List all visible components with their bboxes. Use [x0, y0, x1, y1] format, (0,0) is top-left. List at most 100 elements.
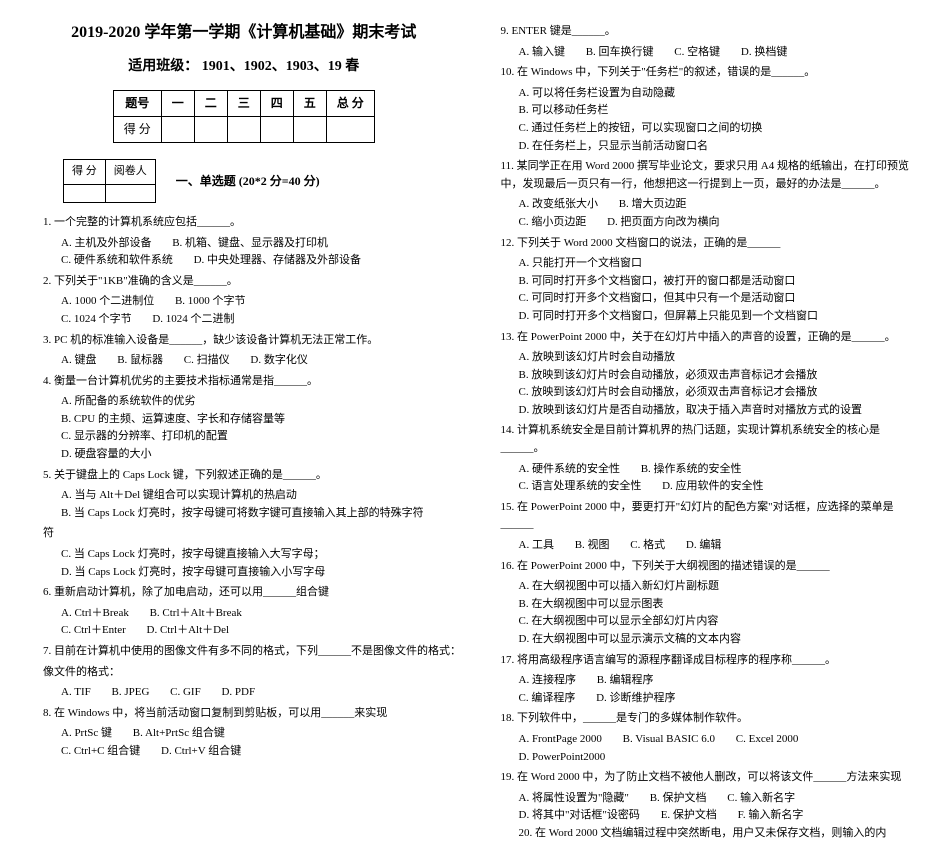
exam-subtitle: 适用班级： 1901、1902、1903、19 春 [23, 56, 465, 78]
opt: D. 中央处理器、存储器及外部设备 [194, 252, 361, 270]
opt: D. 可同时打开多个文档窗口，但屏幕上只能见到一个文档窗口 [519, 308, 923, 326]
opt: A. 可以将任务栏设置为自动隐藏 [519, 85, 923, 103]
td [194, 117, 227, 143]
opt: D. 将其中"对话框"设密码 [519, 807, 640, 825]
opt: D. Ctrl＋Alt＋Del [147, 622, 230, 640]
question-4: 4. 衡量一台计算机优劣的主要技术指标通常是指______。 [43, 373, 465, 391]
td: 阅卷人 [105, 160, 155, 185]
opt: D. 换档键 [741, 44, 787, 62]
question-20: 20. 在 Word 2000 文档编辑过程中突然断电，用户又未保存文档，则输入… [519, 825, 923, 843]
opt: C. Ctrl＋Enter [61, 622, 126, 640]
opt: B. 当 Caps Lock 灯亮时，按字母键可将数字键可直接输入其上部的特殊字… [61, 505, 465, 523]
options: A. 键盘 B. 鼠标器 C. 扫描仪 D. 数字化仪 [61, 352, 465, 370]
opt: C. 缩小页边距 [519, 214, 587, 232]
question-9: 9. ENTER 键是______。 [501, 23, 923, 41]
opt: D. PowerPoint2000 [519, 749, 606, 767]
opt: D. 把页面方向改为横向 [607, 214, 719, 232]
options: C. 硬件系统和软件系统 D. 中央处理器、存储器及外部设备 [61, 252, 465, 270]
opt: A. 主机及外部设备 [61, 235, 151, 253]
question-13: 13. 在 PowerPoint 2000 中，关于在幻灯片中插入的声音的设置，… [501, 329, 923, 347]
opt: B. 可同时打开多个文档窗口，被打开的窗口都是活动窗口 [519, 273, 923, 291]
td [293, 117, 326, 143]
opt: A. 工具 [519, 537, 554, 555]
opt: B. 放映到该幻灯片时会自动播放，必须双击声音标记才会播放 [519, 367, 923, 385]
opt: B. 鼠标器 [117, 352, 163, 370]
options: A. PrtSc 键 B. Alt+PrtSc 组合键 [61, 725, 465, 743]
q7-cont: 像文件的格式： [43, 664, 465, 682]
table-row: 题号 一 二 三 四 五 总 分 [113, 90, 374, 116]
opt: E. 保护文档 [661, 807, 717, 825]
opt: C. GIF [170, 684, 201, 702]
opt: A. 输入键 [519, 44, 565, 62]
th: 四 [260, 90, 293, 116]
opt: D. 放映到该幻灯片是否自动播放，取决于插入声音时对播放方式的设置 [519, 402, 923, 420]
opt: A. 将属性设置为"隐藏" [519, 790, 629, 808]
opt: C. 扫描仪 [184, 352, 230, 370]
opt: B. Visual BASIC 6.0 [623, 731, 715, 749]
question-7: 7. 目前在计算机中使用的图像文件有多不同的格式，下列______不是图像文件的… [43, 643, 465, 661]
right-column: 9. ENTER 键是______。 A. 输入键 B. 回车换行键 C. 空格… [473, 20, 931, 635]
td [326, 117, 374, 143]
th: 题号 [113, 90, 161, 116]
options: A. 1000 个二进制位 B. 1000 个字节 [61, 293, 465, 311]
opt: C. 空格键 [674, 44, 720, 62]
opt: B. 1000 个字节 [175, 293, 246, 311]
th: 二 [194, 90, 227, 116]
opt: A. 放映到该幻灯片时会自动播放 [519, 349, 923, 367]
score-table: 题号 一 二 三 四 五 总 分 得 分 [113, 90, 375, 143]
question-6: 6. 重新启动计算机，除了加电启动，还可以用______组合键 [43, 584, 465, 602]
section-header: 一、单选题 (20*2 分=40 分) [176, 172, 320, 191]
options: A. TIF B. JPEG C. GIF D. PDF [61, 684, 465, 702]
opt: A. 改变纸张大小 [519, 196, 598, 214]
opt: D. 当 Caps Lock 灯亮时，按字母键可直接输入小写字母 [61, 564, 465, 582]
opt: C. 可同时打开多个文档窗口，但其中只有一个是活动窗口 [519, 290, 923, 308]
table-row: 得 分 阅卷人 [64, 160, 156, 185]
opt: B. 视图 [575, 537, 610, 555]
opt: D. PDF [221, 684, 255, 702]
th: 总 分 [326, 90, 374, 116]
opt: B. 增大页边距 [619, 196, 687, 214]
th: 三 [227, 90, 260, 116]
question-5: 5. 关于键盘上的 Caps Lock 键，下列叙述正确的是______。 [43, 467, 465, 485]
opt: C. 编译程序 [519, 690, 576, 708]
opt: A. TIF [61, 684, 91, 702]
opt: B. 保护文档 [650, 790, 707, 808]
opt: B. CPU 的主频、运算速度、字长和存储容量等 [61, 411, 465, 429]
opt: D. 诊断维护程序 [596, 690, 675, 708]
td [227, 117, 260, 143]
opt: B. JPEG [112, 684, 150, 702]
opt: C. 格式 [630, 537, 665, 555]
opt: F. 输入新名字 [738, 807, 804, 825]
opt: C. 显示器的分辨率、打印机的配置 [61, 428, 465, 446]
opt: B. Alt+PrtSc 组合键 [133, 725, 225, 743]
opt: A. 当与 Alt＋Del 键组合可以实现计算机的热启动 [61, 487, 465, 505]
opt: A. FrontPage 2000 [519, 731, 602, 749]
opt: D. 编辑 [686, 537, 721, 555]
opt: B. 编辑程序 [597, 672, 654, 690]
options: A. 改变纸张大小 B. 增大页边距 [519, 196, 923, 214]
td: 得 分 [113, 117, 161, 143]
opt: D. 1024 个二进制 [152, 311, 234, 329]
opt-cont: 符 [43, 525, 465, 543]
question-15: 15. 在 PowerPoint 2000 中，要更打开"幻灯片的配色方案"对话… [501, 499, 923, 534]
options: A. 将属性设置为"隐藏" B. 保护文档 C. 输入新名字 [519, 790, 923, 808]
options: D. 将其中"对话框"设密码 E. 保护文档 F. 输入新名字 [519, 807, 923, 825]
options: C. 语言处理系统的安全性 D. 应用软件的安全性 [519, 478, 923, 496]
opt: B. 操作系统的安全性 [641, 461, 742, 479]
left-column: 2019-2020 学年第一学期《计算机基础》期末考试 适用班级： 1901、1… [15, 20, 473, 635]
question-18: 18. 下列软件中，______是专门的多媒体制作软件。 [501, 710, 923, 728]
th: 一 [161, 90, 194, 116]
opt: D. 数字化仪 [250, 352, 307, 370]
opt: C. 语言处理系统的安全性 [519, 478, 642, 496]
options: C. Ctrl＋Enter D. Ctrl＋Alt＋Del [61, 622, 465, 640]
question-10: 10. 在 Windows 中，下列关于"任务栏"的叙述，错误的是______。 [501, 64, 923, 82]
question-8: 8. 在 Windows 中，将当前活动窗口复制到剪贴板，可以用______来实… [43, 705, 465, 723]
td [260, 117, 293, 143]
opt: C. 输入新名字 [727, 790, 795, 808]
options: A. 连接程序 B. 编辑程序 [519, 672, 923, 690]
th: 五 [293, 90, 326, 116]
opt: D. 应用软件的安全性 [662, 478, 763, 496]
opt: A. 硬件系统的安全性 [519, 461, 620, 479]
opt: A. 1000 个二进制位 [61, 293, 154, 311]
options: A. Ctrl＋Break B. Ctrl＋Alt＋Break [61, 605, 465, 623]
